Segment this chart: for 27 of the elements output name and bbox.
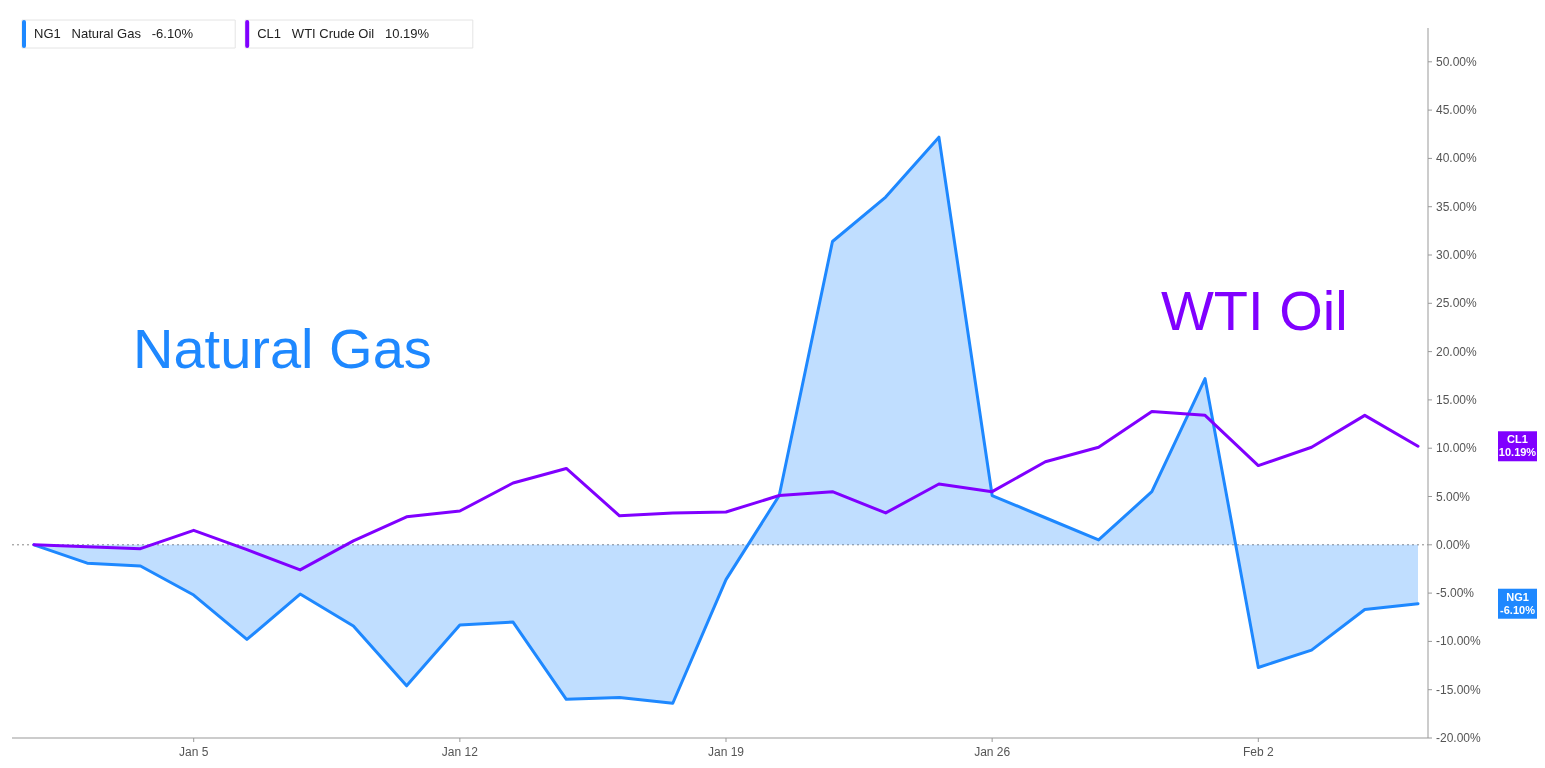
x-tick-label: Feb 2 bbox=[1242, 745, 1274, 759]
x-tick-label: Jan 19 bbox=[707, 745, 745, 759]
y-tick-label: 25.00% bbox=[1436, 296, 1478, 311]
y-tick-label: 10.00% bbox=[1436, 441, 1478, 456]
y-tick-label: 20.00% bbox=[1436, 344, 1478, 359]
text: NG1 -6.10% bbox=[1500, 590, 1536, 616]
y-tick-label: 15.00% bbox=[1436, 392, 1478, 407]
y-tick-label: 50.00% bbox=[1436, 54, 1478, 69]
y-tick-label: 40.00% bbox=[1436, 151, 1478, 166]
y-tick-label: -20.00% bbox=[1436, 731, 1482, 745]
y-tick-label: -10.00% bbox=[1436, 634, 1482, 649]
y-tick-label: 5.00% bbox=[1436, 489, 1471, 504]
annotation: WTI Oil bbox=[1161, 279, 1348, 342]
legend-label: NG1 Natural Gas -6.10% bbox=[34, 26, 194, 41]
x-tick-label: Jan 5 bbox=[179, 745, 209, 759]
legend-label: CL1 WTI Crude Oil 10.19% bbox=[257, 26, 430, 41]
annotation: Natural Gas bbox=[133, 317, 432, 380]
y-tick-label: 45.00% bbox=[1436, 103, 1478, 118]
y-tick-label: -15.00% bbox=[1436, 682, 1482, 697]
x-tick-label: Jan 12 bbox=[441, 745, 479, 759]
line-series bbox=[32, 410, 1420, 572]
y-tick-label: -5.00% bbox=[1436, 586, 1475, 601]
y-tick-label: 35.00% bbox=[1436, 199, 1478, 214]
text: CL1 10.19% bbox=[1498, 433, 1537, 459]
y-tick-label: 30.00% bbox=[1436, 248, 1478, 263]
x-tick-label: Jan 26 bbox=[974, 745, 1011, 759]
y-tick-label: 0.00% bbox=[1436, 537, 1471, 552]
